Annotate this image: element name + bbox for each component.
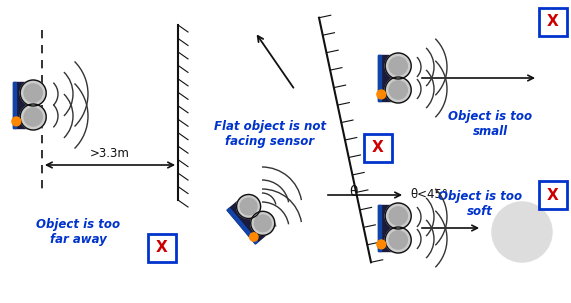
Circle shape	[377, 90, 385, 99]
Text: θ<45°: θ<45°	[410, 188, 448, 201]
Text: Object is too
far away: Object is too far away	[36, 218, 120, 246]
Circle shape	[385, 203, 411, 229]
Text: X: X	[547, 188, 559, 202]
Bar	[364, 134, 392, 162]
Text: X: X	[372, 141, 384, 155]
Circle shape	[240, 198, 257, 215]
Circle shape	[385, 53, 411, 79]
Circle shape	[251, 211, 275, 235]
Text: X: X	[547, 15, 559, 29]
Circle shape	[254, 215, 271, 232]
Bar	[378, 205, 393, 251]
Bar	[378, 205, 381, 251]
Circle shape	[24, 108, 42, 126]
Circle shape	[492, 202, 552, 262]
Bar	[378, 55, 381, 101]
Bar	[538, 93, 548, 103]
Text: Flat object is not
facing sensor: Flat object is not facing sensor	[214, 120, 326, 148]
Circle shape	[389, 81, 407, 99]
Circle shape	[385, 77, 411, 103]
Bar	[148, 234, 176, 262]
Text: X: X	[156, 241, 168, 255]
Circle shape	[389, 231, 407, 249]
Bar	[539, 8, 567, 36]
Circle shape	[20, 80, 46, 106]
Circle shape	[24, 84, 42, 102]
Circle shape	[389, 207, 407, 225]
Circle shape	[250, 233, 258, 241]
Text: >3.3m: >3.3m	[90, 147, 130, 160]
Circle shape	[385, 227, 411, 253]
Bar	[227, 208, 258, 244]
Bar	[539, 181, 567, 209]
Circle shape	[20, 104, 46, 130]
Bar	[378, 55, 393, 101]
Circle shape	[389, 57, 407, 75]
Circle shape	[377, 240, 385, 249]
Text: θ: θ	[349, 185, 357, 199]
Bar	[227, 201, 266, 244]
Text: Object is too
soft: Object is too soft	[438, 190, 522, 218]
Circle shape	[12, 117, 21, 126]
Bar	[13, 82, 17, 128]
Text: Object is too
small: Object is too small	[448, 110, 532, 138]
Bar	[13, 82, 28, 128]
Circle shape	[236, 195, 260, 218]
